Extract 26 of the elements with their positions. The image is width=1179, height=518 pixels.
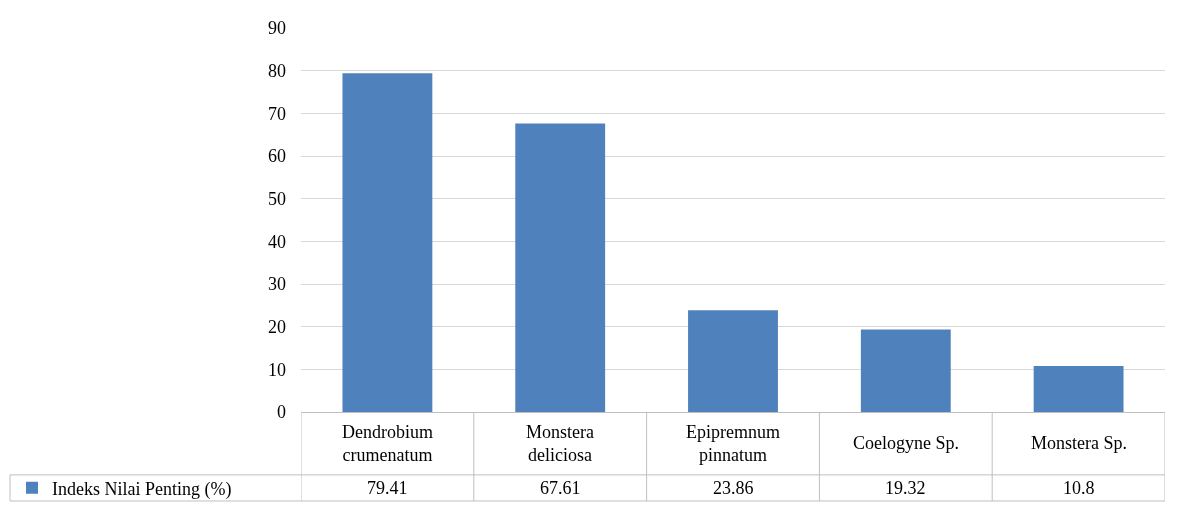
y-tick-label: 20	[268, 316, 286, 337]
data-label: 10.8	[1063, 478, 1095, 498]
y-tick-label: 0	[277, 402, 286, 423]
x-tick-label: Monstera Sp.	[1031, 433, 1127, 453]
y-tick-label: 10	[268, 359, 286, 380]
bar	[342, 73, 433, 412]
bar	[688, 310, 778, 412]
y-tick-label: 70	[268, 103, 286, 124]
bar	[515, 123, 606, 412]
y-tick-label: 30	[268, 274, 286, 295]
data-label: 79.41	[367, 478, 408, 498]
legend-label: Indeks Nilai Penting (%)	[52, 478, 232, 500]
y-tick-label: 40	[268, 231, 286, 252]
data-label: 19.32	[885, 478, 926, 498]
y-tick-label: 80	[268, 60, 286, 81]
y-tick-label: 90	[268, 18, 286, 39]
x-tick-label: Coelogyne Sp.	[853, 433, 959, 453]
bar	[1033, 365, 1124, 412]
y-tick-label: 60	[268, 146, 286, 167]
y-tick-label: 50	[268, 188, 286, 209]
bar	[860, 329, 951, 412]
x-tick-label: Monstera deliciosa	[526, 422, 594, 466]
x-tick-label: Dendrobium crumenatum	[342, 422, 433, 466]
data-label: 67.61	[540, 478, 581, 498]
data-label: 23.86	[713, 478, 754, 498]
x-tick-label: Epipremnum pinnatum	[686, 422, 780, 466]
